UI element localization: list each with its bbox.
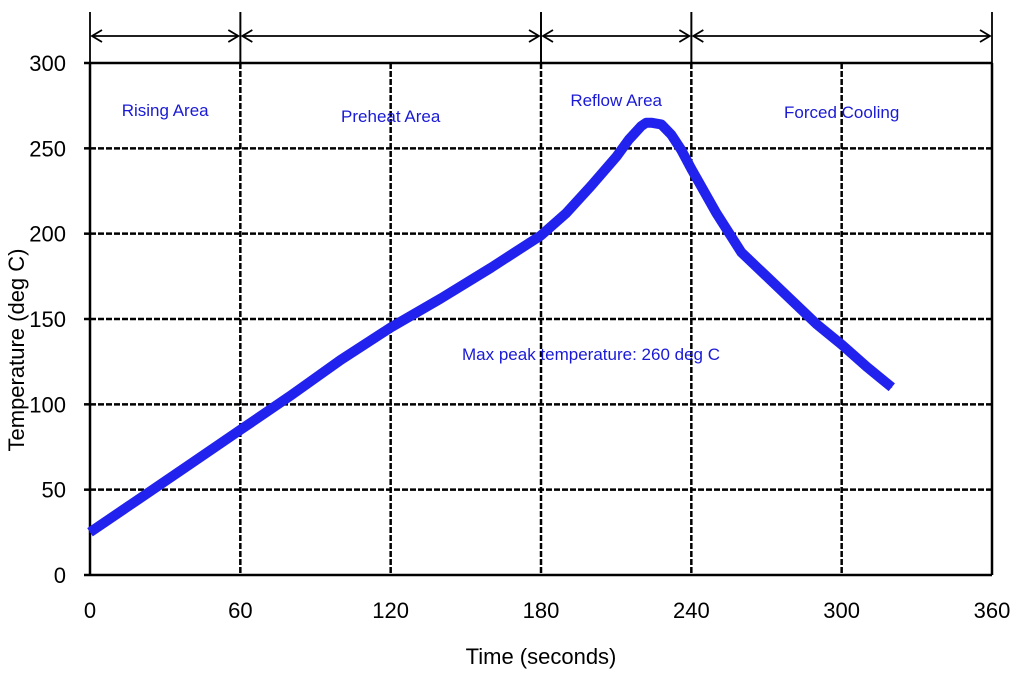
x-tick-labels: 0 60 120 180 240 300 360 — [84, 598, 1010, 623]
arrowhead-right — [678, 29, 692, 43]
data-point — [766, 275, 767, 277]
y-tick-label: 200 — [29, 222, 66, 247]
zone-label: Preheat Area — [341, 107, 441, 126]
temperature-series — [87, 117, 895, 537]
data-point — [628, 139, 630, 141]
y-tick-label: 300 — [29, 51, 66, 76]
y-tick-label: 100 — [29, 392, 66, 417]
data-point — [289, 395, 291, 397]
data-point — [891, 386, 893, 388]
arrowhead-right — [979, 29, 992, 43]
arrowhead-left — [541, 29, 554, 43]
data-point — [615, 156, 617, 158]
y-tick-labels: 0 50 100 150 200 250 300 — [29, 51, 90, 588]
data-point — [139, 497, 141, 499]
data-point — [645, 122, 647, 124]
x-tick-label: 120 — [372, 598, 409, 623]
data-point — [650, 122, 652, 124]
arrowhead-left — [240, 29, 253, 43]
x-tick-label: 300 — [823, 598, 860, 623]
data-point — [590, 185, 592, 187]
x-tick-label: 240 — [673, 598, 710, 623]
data-point — [791, 299, 793, 301]
data-point — [490, 267, 492, 269]
data-point — [189, 463, 191, 465]
data-point — [841, 344, 843, 346]
data-point — [640, 125, 642, 127]
data-point — [670, 134, 672, 136]
data-point — [680, 149, 682, 151]
data-point — [340, 359, 342, 361]
x-axis-title: Time (seconds) — [466, 644, 617, 669]
x-tick-label: 360 — [974, 598, 1011, 623]
x-tick-label: 60 — [228, 598, 252, 623]
y-tick-label: 0 — [54, 563, 66, 588]
data-point — [715, 212, 717, 214]
data-point — [565, 212, 567, 214]
data-point — [866, 366, 868, 368]
arrowhead-left — [90, 29, 103, 43]
zone-label: Forced Cooling — [784, 103, 899, 122]
x-tick-label: 180 — [523, 598, 560, 623]
series-line — [87, 117, 895, 537]
data-point — [740, 251, 742, 253]
data-point — [440, 298, 442, 300]
data-point — [89, 531, 91, 533]
arrowhead-left — [691, 29, 704, 43]
peak-temperature-annotation: Max peak temperature: 260 deg C — [462, 345, 720, 364]
zone-labels: Rising Area Preheat Area Reflow Area Forced… — [122, 91, 900, 126]
data-point — [816, 323, 818, 325]
zone-arrows — [89, 12, 993, 63]
data-point — [239, 429, 241, 431]
data-point — [390, 327, 392, 329]
y-tick-label: 150 — [29, 307, 66, 332]
x-tick-label: 0 — [84, 598, 96, 623]
zone-label: Rising Area — [122, 101, 209, 120]
arrowhead-right — [227, 29, 241, 43]
y-axis-title: Temperature (deg C) — [4, 249, 29, 452]
data-point — [660, 123, 662, 125]
zone-label: Reflow Area — [570, 91, 662, 110]
data-point — [690, 168, 692, 170]
y-tick-label: 50 — [42, 478, 66, 503]
arrowhead-right — [528, 29, 541, 43]
grid-lines — [90, 63, 992, 575]
data-point — [540, 234, 542, 236]
y-tick-label: 250 — [29, 136, 66, 161]
